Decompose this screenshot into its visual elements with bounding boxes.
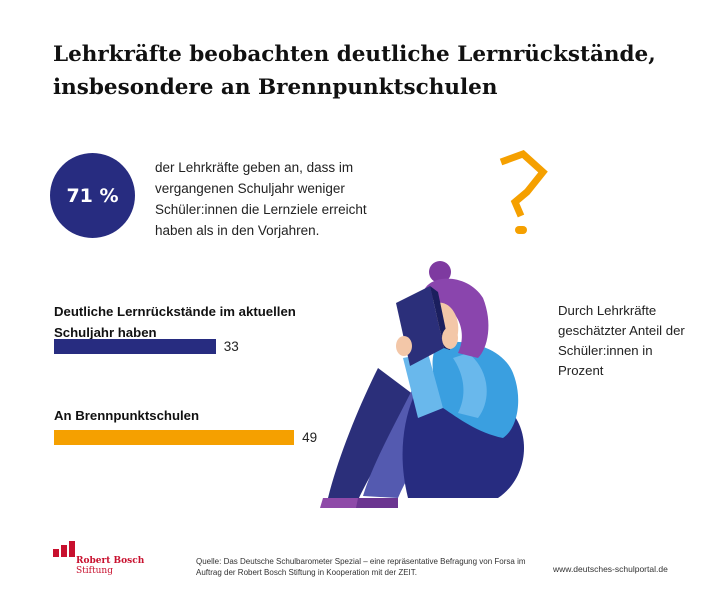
bar [54,339,216,354]
logo-line-2: Stiftung [76,566,113,576]
source-note: Quelle: Das Deutsche Schulbarometer Spez… [196,557,526,577]
axis-note: Durch Lehrkräfte geschätzter Anteil der … [558,303,685,378]
bar-category-label: An Brennpunktschulen [54,408,200,423]
stat-description: der Lehrkräfte geben an, dass im vergang… [155,160,367,238]
stat-circle: 71 % [50,153,135,238]
chart-title: Lehrkräfte beobachten deutliche Lernrück… [53,42,656,100]
bar-category-label: Deutliche Lernrückstände im aktuellen Sc… [54,304,296,340]
bar-value-label: 49 [302,430,318,445]
stat-value: 71 % [66,184,119,207]
bar-value-label: 33 [223,339,239,354]
source-url: www.deutsches-schulportal.de [553,564,668,574]
bar [54,430,295,445]
logo-text: Robert Bosch Stiftung [76,556,144,576]
logo-line-1: Robert Bosch [76,556,145,566]
question-mark-icon [499,150,548,234]
bosch-logo-icon [53,541,75,557]
reading-woman-illustration [320,261,525,508]
